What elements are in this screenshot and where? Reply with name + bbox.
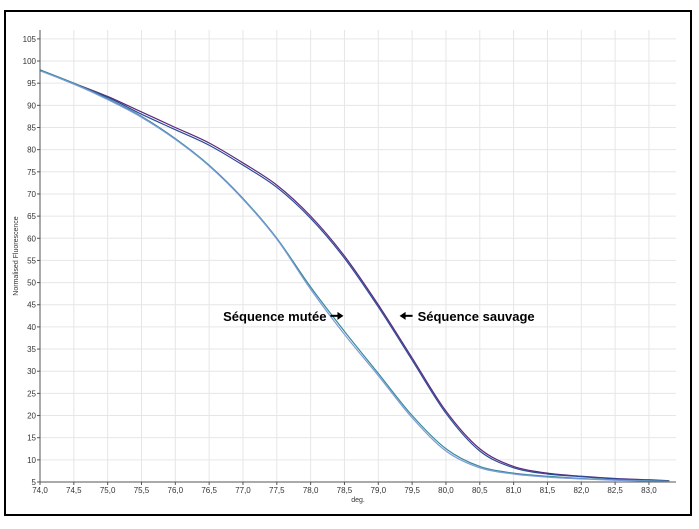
series-lines: [39, 69, 670, 483]
x-tick-label: 77,0: [235, 486, 251, 495]
annotation-label: Séquence sauvage: [418, 309, 535, 324]
y-tick-label: 90: [27, 101, 36, 110]
y-tick-label: 25: [27, 389, 36, 398]
x-tick-label: 82,0: [573, 486, 589, 495]
y-tick-label: 50: [27, 279, 36, 288]
y-axis-label: Normalised Fluorescence: [13, 216, 20, 295]
x-tick-label: 79,5: [404, 486, 420, 495]
x-tick-label: 83,0: [641, 486, 657, 495]
x-tick-label: 75,0: [100, 486, 116, 495]
y-tick-label: 100: [23, 57, 37, 66]
x-tick-label: 79,0: [371, 486, 387, 495]
arrow-left-head-icon: [399, 311, 406, 320]
y-tick-label: 95: [27, 79, 36, 88]
y-tick-label: 45: [27, 301, 36, 310]
y-tick-label: 30: [27, 367, 36, 376]
chart-frame: 74,0 74,5 75,0 75,5 76,0 76,5 77,0 77,5 78,0 78,5…: [4, 10, 692, 516]
plot-background: [40, 30, 676, 482]
x-tick-label: 81,5: [540, 486, 556, 495]
y-tick-label: 85: [27, 123, 36, 132]
series-line-4: [39, 70, 670, 483]
y-tick-label: 60: [27, 234, 36, 243]
x-axis-label: deg.: [351, 497, 365, 504]
x-tick-label: 74,0: [32, 486, 48, 495]
y-tick-label: 70: [27, 190, 36, 199]
grid-lines: [39, 30, 676, 483]
y-tick-label: 10: [27, 456, 36, 465]
x-tick-label: 76,0: [168, 486, 184, 495]
x-tick-label: 81,0: [506, 486, 522, 495]
x-tick-label: 78,5: [337, 486, 353, 495]
x-tick-label: 78,0: [303, 486, 319, 495]
y-tick-label: 55: [27, 256, 36, 265]
x-tick-label: 80,0: [438, 486, 454, 495]
y-tick-label: 5: [32, 478, 37, 487]
x-tick-label: 77,5: [269, 486, 285, 495]
y-tick-label: 40: [27, 323, 36, 332]
melt-curve-chart: 74,0 74,5 75,0 75,5 76,0 76,5 77,0 77,5 78,0 78,5…: [13, 30, 676, 504]
y-tick-label: 75: [27, 168, 36, 177]
annotations: Séquence mutée Séquence sauvage: [223, 309, 535, 324]
y-tick-label: 105: [23, 35, 37, 44]
x-tick-label: 82,5: [607, 486, 623, 495]
annotation-label: Séquence mutée: [223, 309, 326, 324]
y-tick-label: 65: [27, 212, 36, 221]
tick-labels: 74,0 74,5 75,0 75,5 76,0 76,5 77,0 77,5 78,0 78,5…: [23, 35, 658, 495]
y-tick-label: 20: [27, 412, 36, 421]
x-tick-label: 75,5: [134, 486, 150, 495]
x-tick-label: 74,5: [66, 486, 82, 495]
x-tick-label: 76,5: [201, 486, 217, 495]
y-tick-label: 35: [27, 345, 36, 354]
y-tick-label: 80: [27, 146, 36, 155]
series-line-2: [39, 69, 670, 482]
y-tick-label: 15: [27, 434, 36, 443]
x-tick-label: 80,5: [472, 486, 488, 495]
arrow-right-head-icon: [337, 311, 344, 320]
